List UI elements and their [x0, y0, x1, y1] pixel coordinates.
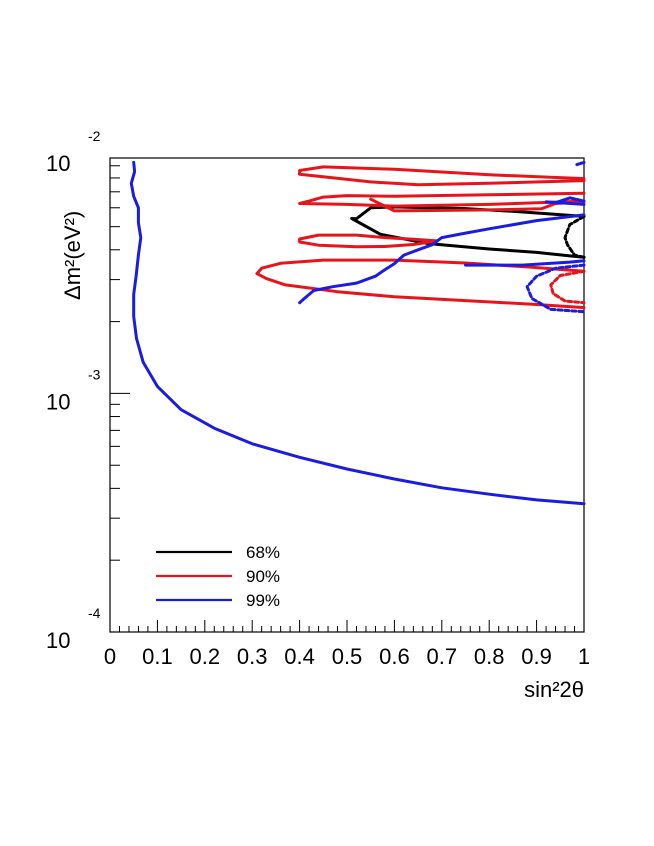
- x-tick-label: 0.9: [521, 644, 552, 669]
- y-tick-exponent: -4: [88, 605, 101, 621]
- legend: 68% 90% 99%: [156, 543, 280, 610]
- x-tick-label: 0.8: [474, 644, 505, 669]
- contour-99-1: [298, 213, 586, 305]
- contour-90-3: [298, 233, 439, 249]
- x-tick-label: 0.4: [284, 644, 315, 669]
- contour-99-5: [525, 263, 586, 314]
- x-tick-label: 0.1: [142, 644, 173, 669]
- contour-90-4: [255, 258, 586, 310]
- contour-90-0: [298, 165, 586, 187]
- contour-68-0: [350, 205, 586, 259]
- legend-label-90: 90%: [246, 567, 280, 586]
- x-tick-label: 0: [104, 644, 116, 669]
- y-axis-title-text: Δm²(eV²): [60, 211, 85, 300]
- contour-90-5: [549, 269, 586, 305]
- y-tick-label: 10: [46, 628, 70, 653]
- y-axis: 10 -2 10 -3 10 -4: [46, 128, 130, 653]
- x-tick-label: 0.6: [379, 644, 410, 669]
- x-axis: 0 0.1 0.2 0.3 0.4 0.5 0.6 0.7 0.8 0.9 1: [104, 620, 590, 669]
- plot-area: [109, 157, 586, 633]
- contour-99-0: [129, 160, 586, 506]
- x-tick-label: 1: [578, 644, 590, 669]
- contour-90-1: [298, 191, 586, 208]
- legend-label-68: 68%: [246, 543, 280, 562]
- x-tick-label: 0.2: [190, 644, 221, 669]
- contour-99-2: [544, 196, 586, 206]
- x-axis-title: sin²2θ: [524, 677, 584, 702]
- contour-99-3: [575, 160, 586, 167]
- y-tick-exponent: -2: [88, 128, 101, 144]
- contour-99-4: [464, 259, 586, 267]
- y-tick-label: 10: [46, 151, 70, 176]
- y-axis-title: Δm²(eV²): [60, 211, 85, 300]
- x-tick-label: 0.7: [427, 644, 458, 669]
- contour-68-1: [563, 214, 586, 259]
- x-tick-label: 0.3: [237, 644, 268, 669]
- plot-frame: [109, 157, 585, 633]
- contour-lines: [129, 160, 586, 506]
- legend-label-99: 99%: [246, 591, 280, 610]
- y-tick-label: 10: [46, 389, 70, 414]
- y-tick-exponent: -3: [88, 366, 101, 382]
- x-tick-label: 0.5: [332, 644, 363, 669]
- x-axis-title-text: sin²2θ: [524, 677, 584, 702]
